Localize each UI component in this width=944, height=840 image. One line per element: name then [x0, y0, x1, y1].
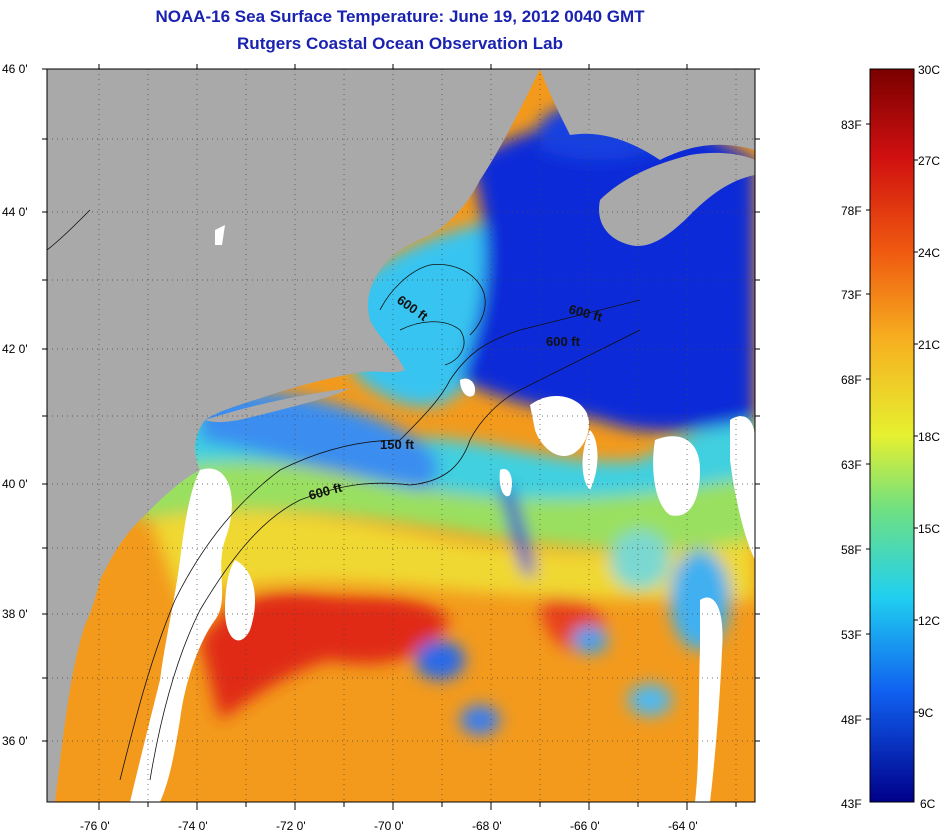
lat-label: 44 0' — [2, 205, 28, 219]
lat-label: 46 0' — [2, 62, 28, 76]
lon-label: -66 0' — [570, 819, 600, 833]
cloud-mask — [130, 225, 755, 802]
lat-label: 40 0' — [2, 477, 28, 491]
celsius-label: 21C — [918, 338, 940, 352]
celsius-label: 30C — [918, 63, 940, 77]
fahrenheit-label: 53F — [841, 628, 862, 642]
land-mass-maritimes — [540, 69, 755, 160]
lon-label: -72 0' — [276, 819, 306, 833]
colorbar: 30C 27C 24C 21C 18C 15C 12C 9C 6C 83F 78… — [841, 63, 940, 811]
land-mass-us — [47, 69, 540, 802]
lon-label: -76 0' — [80, 819, 110, 833]
map-title: NOAA-16 Sea Surface Temperature: June 19… — [155, 7, 645, 26]
map-gridlines — [47, 69, 755, 802]
fahrenheit-label: 68F — [841, 373, 862, 387]
celsius-label: 15C — [918, 522, 940, 536]
land-mass-long-island — [205, 388, 350, 423]
bathymetry-contours — [47, 209, 641, 781]
latitude-labels: 46 0' 44 0' 42 0' 40 0' 38 0' 36 0' — [2, 62, 28, 748]
lon-label: -70 0' — [374, 819, 404, 833]
fahrenheit-label: 78F — [841, 204, 862, 218]
celsius-label: 9C — [918, 706, 934, 720]
map-subtitle: Rutgers Coastal Ocean Observation Lab — [237, 34, 563, 53]
lon-label: -74 0' — [178, 819, 208, 833]
fahrenheit-label: 83F — [841, 118, 862, 132]
land-mass-nova-scotia — [599, 152, 755, 246]
fahrenheit-label: 43F — [841, 797, 862, 811]
celsius-label: 18C — [918, 430, 940, 444]
lat-label: 36 0' — [2, 734, 28, 748]
lat-label: 42 0' — [2, 342, 28, 356]
fahrenheit-label: 48F — [841, 713, 862, 727]
contour-label: 600 ft — [546, 334, 581, 349]
lon-label: -64 0' — [668, 819, 698, 833]
colorbar-gradient — [869, 68, 915, 803]
fahrenheit-label: 63F — [841, 458, 862, 472]
longitude-labels: -76 0' -74 0' -72 0' -70 0' -68 0' -66 0… — [80, 819, 698, 833]
lat-label: 38 0' — [2, 607, 28, 621]
celsius-label: 24C — [918, 246, 940, 260]
contour-label: 150 ft — [380, 437, 415, 452]
celsius-label: 27C — [918, 154, 940, 168]
celsius-label: 12C — [918, 614, 940, 628]
lon-label: -68 0' — [472, 819, 502, 833]
axis-ticks — [42, 64, 760, 810]
sst-map: 600 ft 600 ft 600 ft 150 ft 600 ft — [47, 69, 755, 802]
celsius-label: 6C — [920, 797, 936, 811]
fahrenheit-label: 58F — [841, 543, 862, 557]
fahrenheit-label: 73F — [841, 288, 862, 302]
map-frame — [46, 68, 756, 803]
colorbar-ticks — [866, 123, 918, 720]
